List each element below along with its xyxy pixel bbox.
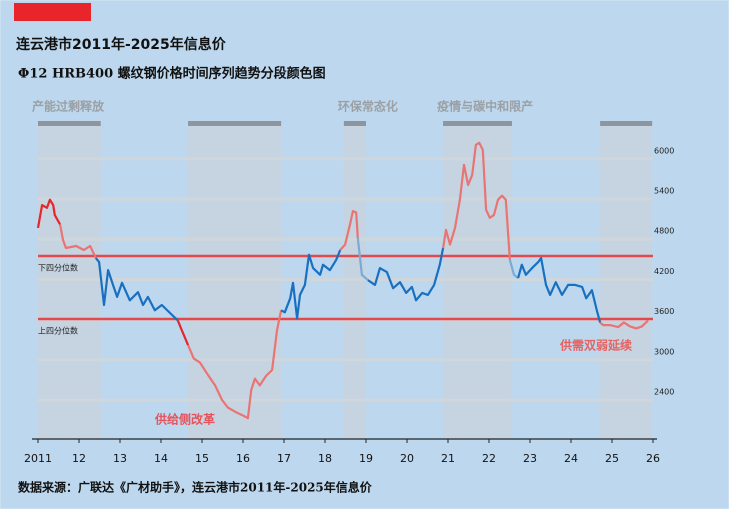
price-line xyxy=(280,249,342,320)
price-line xyxy=(176,319,190,346)
period-band xyxy=(443,124,512,439)
period-band-cap xyxy=(443,121,512,126)
x-tick-label: 24 xyxy=(564,452,578,465)
x-tick-label: 26 xyxy=(646,452,660,465)
price-line xyxy=(599,319,649,330)
header-block xyxy=(14,3,91,21)
y-tick-label: 4200 xyxy=(654,267,674,276)
period-band xyxy=(38,124,101,439)
y-tick-label: 5400 xyxy=(654,187,674,196)
x-tick-label: 21 xyxy=(441,452,455,465)
x-tick-label: 13 xyxy=(113,452,127,465)
period-band xyxy=(188,124,282,439)
x-tick-label: 2011 xyxy=(24,452,52,465)
reference-label: 下四分位数 xyxy=(38,263,78,273)
price-line xyxy=(367,247,445,302)
annotation: 供给侧改革 xyxy=(154,412,215,427)
chart-subtitle: Φ12 HRB400 螺纹钢价格时间序列趋势分段颜色图 xyxy=(18,66,326,82)
source-note: 数据来源：广联达《广材助手》，连云港市2011年-2025年信息价 xyxy=(18,480,373,495)
period-band-cap xyxy=(343,121,366,126)
x-tick-label: 19 xyxy=(359,452,373,465)
x-tick-label: 15 xyxy=(195,452,209,465)
x-tick-label: 23 xyxy=(523,452,537,465)
x-tick-label: 20 xyxy=(400,452,414,465)
x-tick-label: 18 xyxy=(318,452,332,465)
period-band-cap xyxy=(188,121,282,126)
period-band-cap xyxy=(38,121,101,126)
annotation: 供需双弱延续 xyxy=(559,338,632,353)
price-line xyxy=(356,237,369,282)
price-line xyxy=(517,256,602,323)
price-line xyxy=(339,210,359,251)
x-tick-label: 25 xyxy=(605,452,619,465)
price-line xyxy=(94,257,179,322)
x-tick-label: 12 xyxy=(72,452,86,465)
reference-label: 上四分位数 xyxy=(38,326,78,336)
period-band-cap xyxy=(600,121,653,126)
price-line xyxy=(442,141,511,261)
period-band xyxy=(600,124,653,439)
y-tick-label: 6000 xyxy=(654,146,674,155)
price-line xyxy=(59,224,97,259)
period-label: 疫情与碳中和限产 xyxy=(437,99,533,114)
chart-title: 连云港市2011年-2025年信息价 xyxy=(16,36,227,53)
period-band xyxy=(343,124,366,439)
x-tick-label: 17 xyxy=(277,452,291,465)
x-tick-label: 22 xyxy=(482,452,496,465)
x-tick-label: 14 xyxy=(154,452,168,465)
y-tick-label: 4800 xyxy=(654,227,674,236)
y-tick-label: 2400 xyxy=(654,388,674,397)
price-line xyxy=(508,259,519,279)
period-label: 产能过剩释放 xyxy=(32,99,105,114)
price-line xyxy=(36,198,62,229)
price-line xyxy=(187,310,283,420)
y-tick-label: 3000 xyxy=(654,347,674,356)
y-tick-label: 3600 xyxy=(654,307,674,316)
x-tick-label: 16 xyxy=(236,452,250,465)
period-label: 环保常态化 xyxy=(338,99,398,114)
